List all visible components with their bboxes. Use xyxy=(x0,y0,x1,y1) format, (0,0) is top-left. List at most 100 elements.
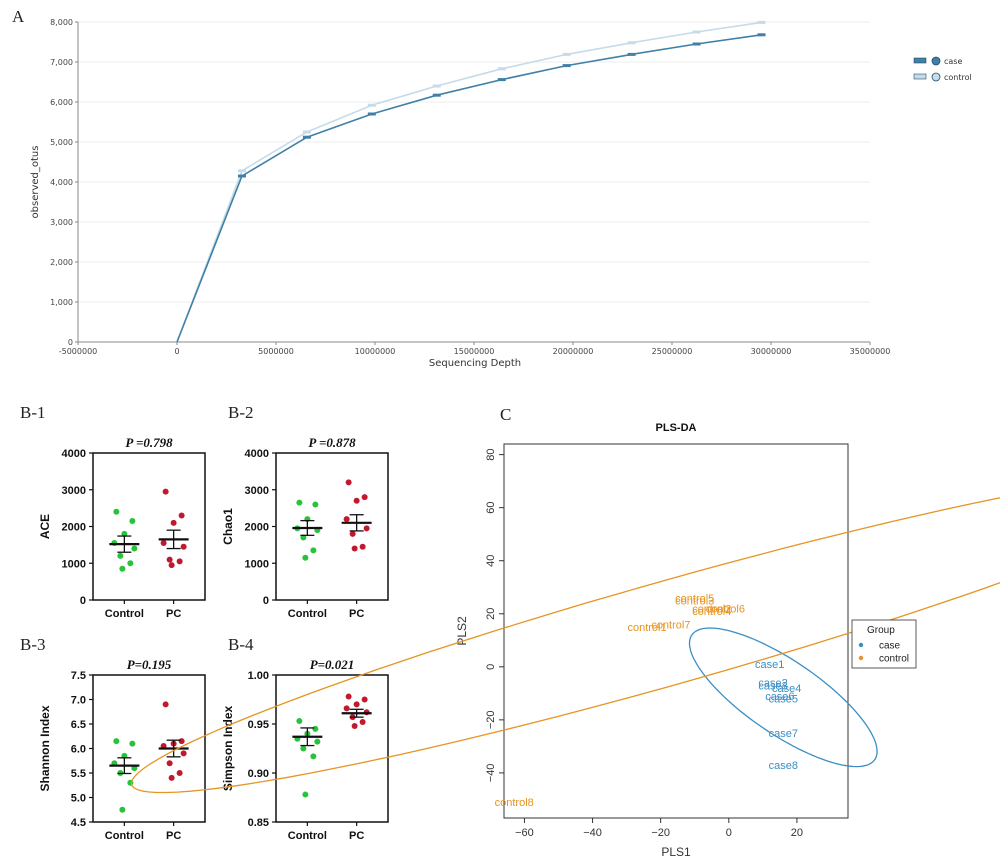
a-y-tick-label: 0 xyxy=(68,338,73,347)
data-point-control xyxy=(314,738,321,745)
a-point-control xyxy=(302,130,311,134)
data-point-control xyxy=(119,565,126,572)
x-category-label: PC xyxy=(166,830,181,842)
x-category-label: Control xyxy=(105,830,144,842)
c-point-label-control: control6 xyxy=(706,603,745,615)
x-category-label: Control xyxy=(105,608,144,620)
data-point-control xyxy=(129,517,136,524)
y-tick-label: 0.85 xyxy=(248,817,269,829)
c-title: PLS-DA xyxy=(656,422,697,434)
c-frame xyxy=(503,443,849,819)
data-point-pc xyxy=(351,722,358,729)
panel-label-a: A xyxy=(12,7,25,26)
dot-plot-title: P=0.195 xyxy=(127,657,172,672)
c-point-label-control: control5 xyxy=(675,593,714,605)
c-point-label-case: case2 xyxy=(758,678,787,690)
a-y-tick-label: 2,000 xyxy=(50,258,73,267)
plot-frame xyxy=(275,452,389,601)
rarefaction-chart: A 0 1,000 2,000 3,000 4,000 5,000 6,000 7,000 8,… xyxy=(12,7,972,369)
panel-label-b1: B-1 xyxy=(20,403,46,422)
a-legend-marker-control xyxy=(931,72,941,82)
c-x-tick-label: 20 xyxy=(791,827,803,839)
y-tick-label: 5.5 xyxy=(71,768,86,780)
c-point-label-case: case7 xyxy=(769,728,798,740)
a-x-tick-label: 0 xyxy=(174,347,179,356)
data-point-pc xyxy=(162,701,169,708)
a-point-case xyxy=(562,64,571,68)
y-tick-label: 1000 xyxy=(245,558,269,570)
data-point-control xyxy=(310,753,317,760)
a-y-tick-label: 5,000 xyxy=(50,138,73,147)
a-point-case xyxy=(432,93,441,97)
y-axis-label: Chao1 xyxy=(221,508,235,545)
data-point-pc xyxy=(363,525,370,532)
a-legend-label-case: case xyxy=(944,57,962,66)
y-tick-label: 4000 xyxy=(245,448,269,460)
y-axis-label: Simpson Index xyxy=(221,706,235,792)
a-series-line-control xyxy=(176,21,762,343)
a-point-case xyxy=(757,33,766,37)
c-point-label-control: control7 xyxy=(651,619,690,631)
data-point-control xyxy=(300,534,307,541)
y-tick-label: 6.5 xyxy=(71,719,86,731)
plot-frame xyxy=(275,674,389,823)
x-category-label: PC xyxy=(166,608,181,620)
a-point-case xyxy=(692,42,701,46)
a-legend-marker-case xyxy=(931,56,941,66)
c-point-label-case: case4 xyxy=(772,683,801,695)
a-point-control xyxy=(757,20,766,24)
a-legend: case control xyxy=(913,56,972,82)
x-category-label: PC xyxy=(349,608,364,620)
data-point-pc xyxy=(353,497,360,504)
a-legend-label-control: control xyxy=(944,73,972,82)
data-point-pc xyxy=(353,701,360,708)
chao1-dot-plot: P =0.878 0 1000 2000 3000 4000 Chao1 Control PC xyxy=(221,435,389,620)
c-y-tick-label: 60 xyxy=(485,502,497,514)
plsda-chart: PLS-DA −60 −40 −20 0 20 −40 −20 0 20 40 60 80 PLS1 PLS… xyxy=(130,422,1000,859)
a-point-control xyxy=(432,84,441,88)
data-point-control xyxy=(121,530,128,537)
data-point-control xyxy=(300,745,307,752)
a-y-tick-label: 8,000 xyxy=(50,18,73,27)
c-point-label-case: case5 xyxy=(769,694,798,706)
y-tick-label: 6.0 xyxy=(71,744,86,756)
data-point-pc xyxy=(180,543,187,550)
a-y-tick-label: 4,000 xyxy=(50,178,73,187)
x-category-label: PC xyxy=(349,830,364,842)
plot-frame xyxy=(92,452,206,601)
y-tick-label: 5.0 xyxy=(71,793,86,805)
data-point-pc xyxy=(361,494,368,501)
a-point-case xyxy=(627,52,636,56)
c-point-label-control: control3 xyxy=(675,595,714,607)
a-point-case xyxy=(497,78,506,82)
c-x-axis-label: PLS1 xyxy=(661,845,691,859)
a-x-tick-label: 20000000 xyxy=(553,347,594,356)
c-y-tick-label: 0 xyxy=(485,664,497,670)
a-y-tick-label: 1,000 xyxy=(50,298,73,307)
y-tick-label: 3000 xyxy=(62,485,86,497)
panel-label-b2: B-2 xyxy=(228,403,254,422)
y-tick-label: 7.5 xyxy=(71,670,86,682)
data-point-pc xyxy=(176,558,183,565)
data-point-control xyxy=(113,738,120,745)
data-point-pc xyxy=(168,774,175,781)
y-tick-label: 0 xyxy=(80,595,86,607)
c-point-label-control: control1 xyxy=(627,622,666,634)
a-legend-swatch-control xyxy=(913,73,927,80)
a-x-tick-label: 25000000 xyxy=(652,347,693,356)
c-legend-label-control: control xyxy=(879,654,909,665)
data-point-control xyxy=(296,718,303,725)
dot-plot-title: P=0.021 xyxy=(310,657,355,672)
c-legend-marker-control xyxy=(858,655,864,661)
a-x-tick-label: 35000000 xyxy=(850,347,891,356)
c-x-tick-label: −40 xyxy=(583,827,602,839)
a-x-tick-label: 10000000 xyxy=(355,347,396,356)
a-y-tick-label: 3,000 xyxy=(50,218,73,227)
panel-label-b3: B-3 xyxy=(20,635,46,654)
y-tick-label: 1000 xyxy=(62,558,86,570)
data-point-control xyxy=(113,508,120,515)
y-tick-label: 4.5 xyxy=(71,817,86,829)
data-point-control xyxy=(117,552,124,559)
data-point-pc xyxy=(178,738,185,745)
